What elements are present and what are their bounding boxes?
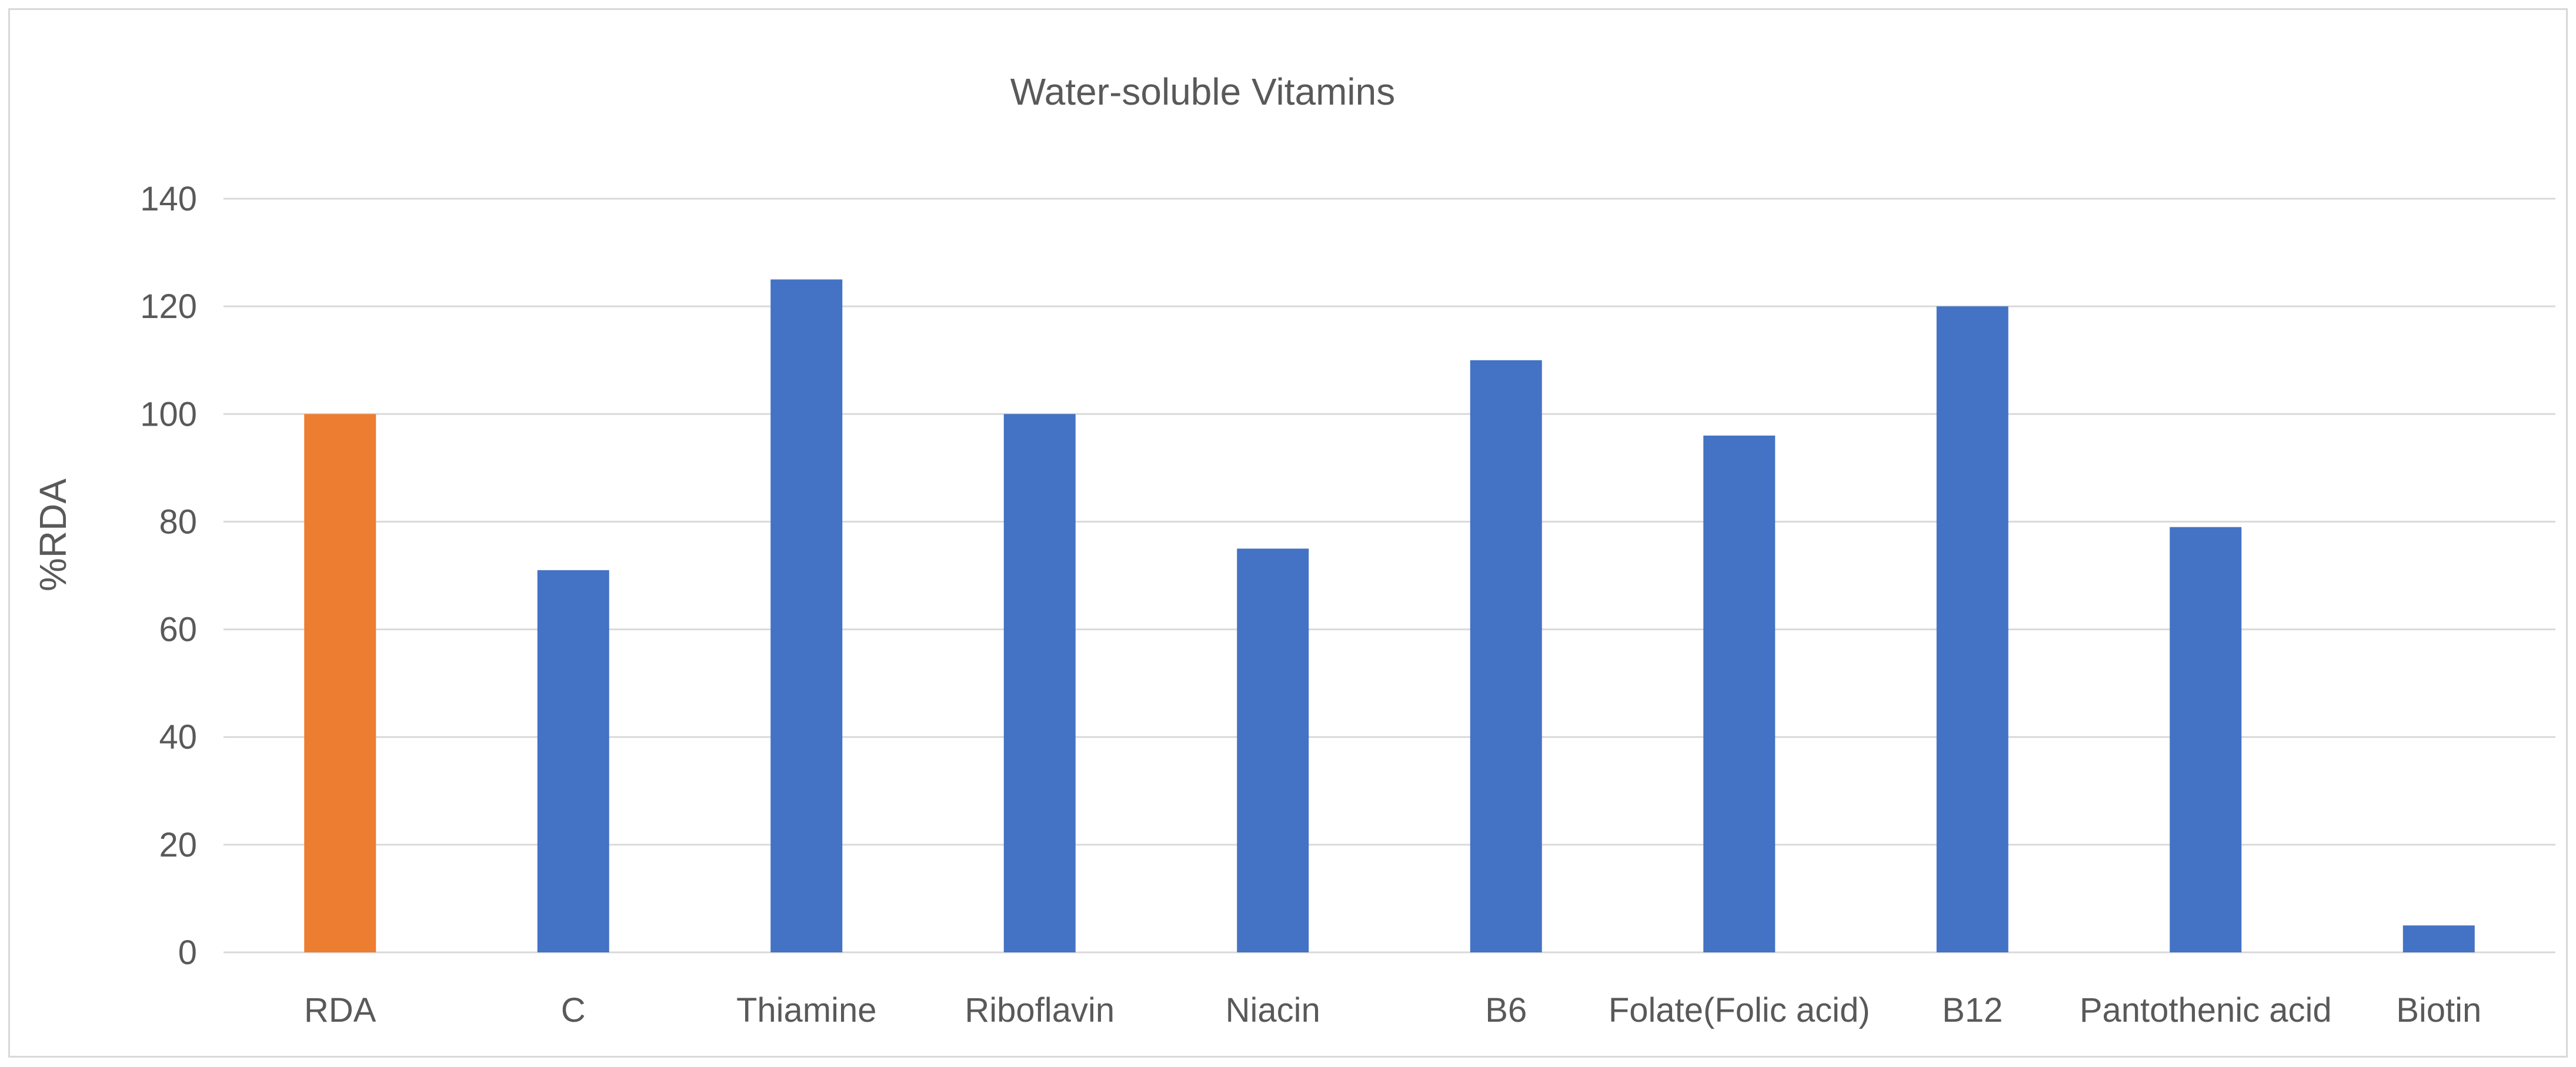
category-label: Biotin: [2396, 991, 2481, 1029]
bar-niacin: [1237, 548, 1309, 952]
y-tick-label: 100: [140, 395, 197, 433]
category-label: C: [561, 991, 586, 1029]
bar-c: [537, 570, 609, 952]
y-axis-label: %RDA: [32, 479, 74, 591]
category-label: B12: [1942, 991, 2003, 1029]
y-tick-label: 140: [140, 180, 197, 218]
bars: [304, 279, 2475, 953]
bar-riboflavin: [1003, 414, 1076, 952]
bar-folate-folic-acid: [1703, 435, 1776, 952]
category-label: Thiamine: [736, 991, 877, 1029]
category-label: Niacin: [1226, 991, 1320, 1029]
y-tick-label: 120: [140, 287, 197, 326]
y-tick-label: 0: [178, 934, 197, 972]
chart-title: Water-soluble Vitamins: [1010, 71, 1395, 113]
category-label: RDA: [304, 991, 376, 1029]
y-tick-label: 20: [159, 826, 197, 864]
y-tick-label: 40: [159, 718, 197, 757]
y-tick-labels: 0 20 40 60 80 100 120 140: [140, 180, 197, 972]
category-label: Pantothenic acid: [2080, 991, 2332, 1029]
bar-b12: [1936, 306, 2008, 953]
gridlines: [223, 198, 2555, 954]
category-label: Riboflavin: [965, 991, 1115, 1029]
bar-b6: [1470, 360, 1542, 952]
bar-rda: [304, 414, 376, 952]
y-tick-label: 60: [159, 611, 197, 649]
bar-thiamine: [770, 279, 843, 952]
y-tick-label: 80: [159, 503, 197, 541]
category-labels: RDA C Thiamine Riboflavin Niacin B6 Folate(Fol…: [304, 991, 2481, 1029]
category-label: Folate(Folic acid): [1609, 991, 1870, 1029]
bar-biotin: [2403, 925, 2475, 952]
bar-pantothenic-acid: [2170, 527, 2242, 952]
category-label: B6: [1485, 991, 1527, 1029]
